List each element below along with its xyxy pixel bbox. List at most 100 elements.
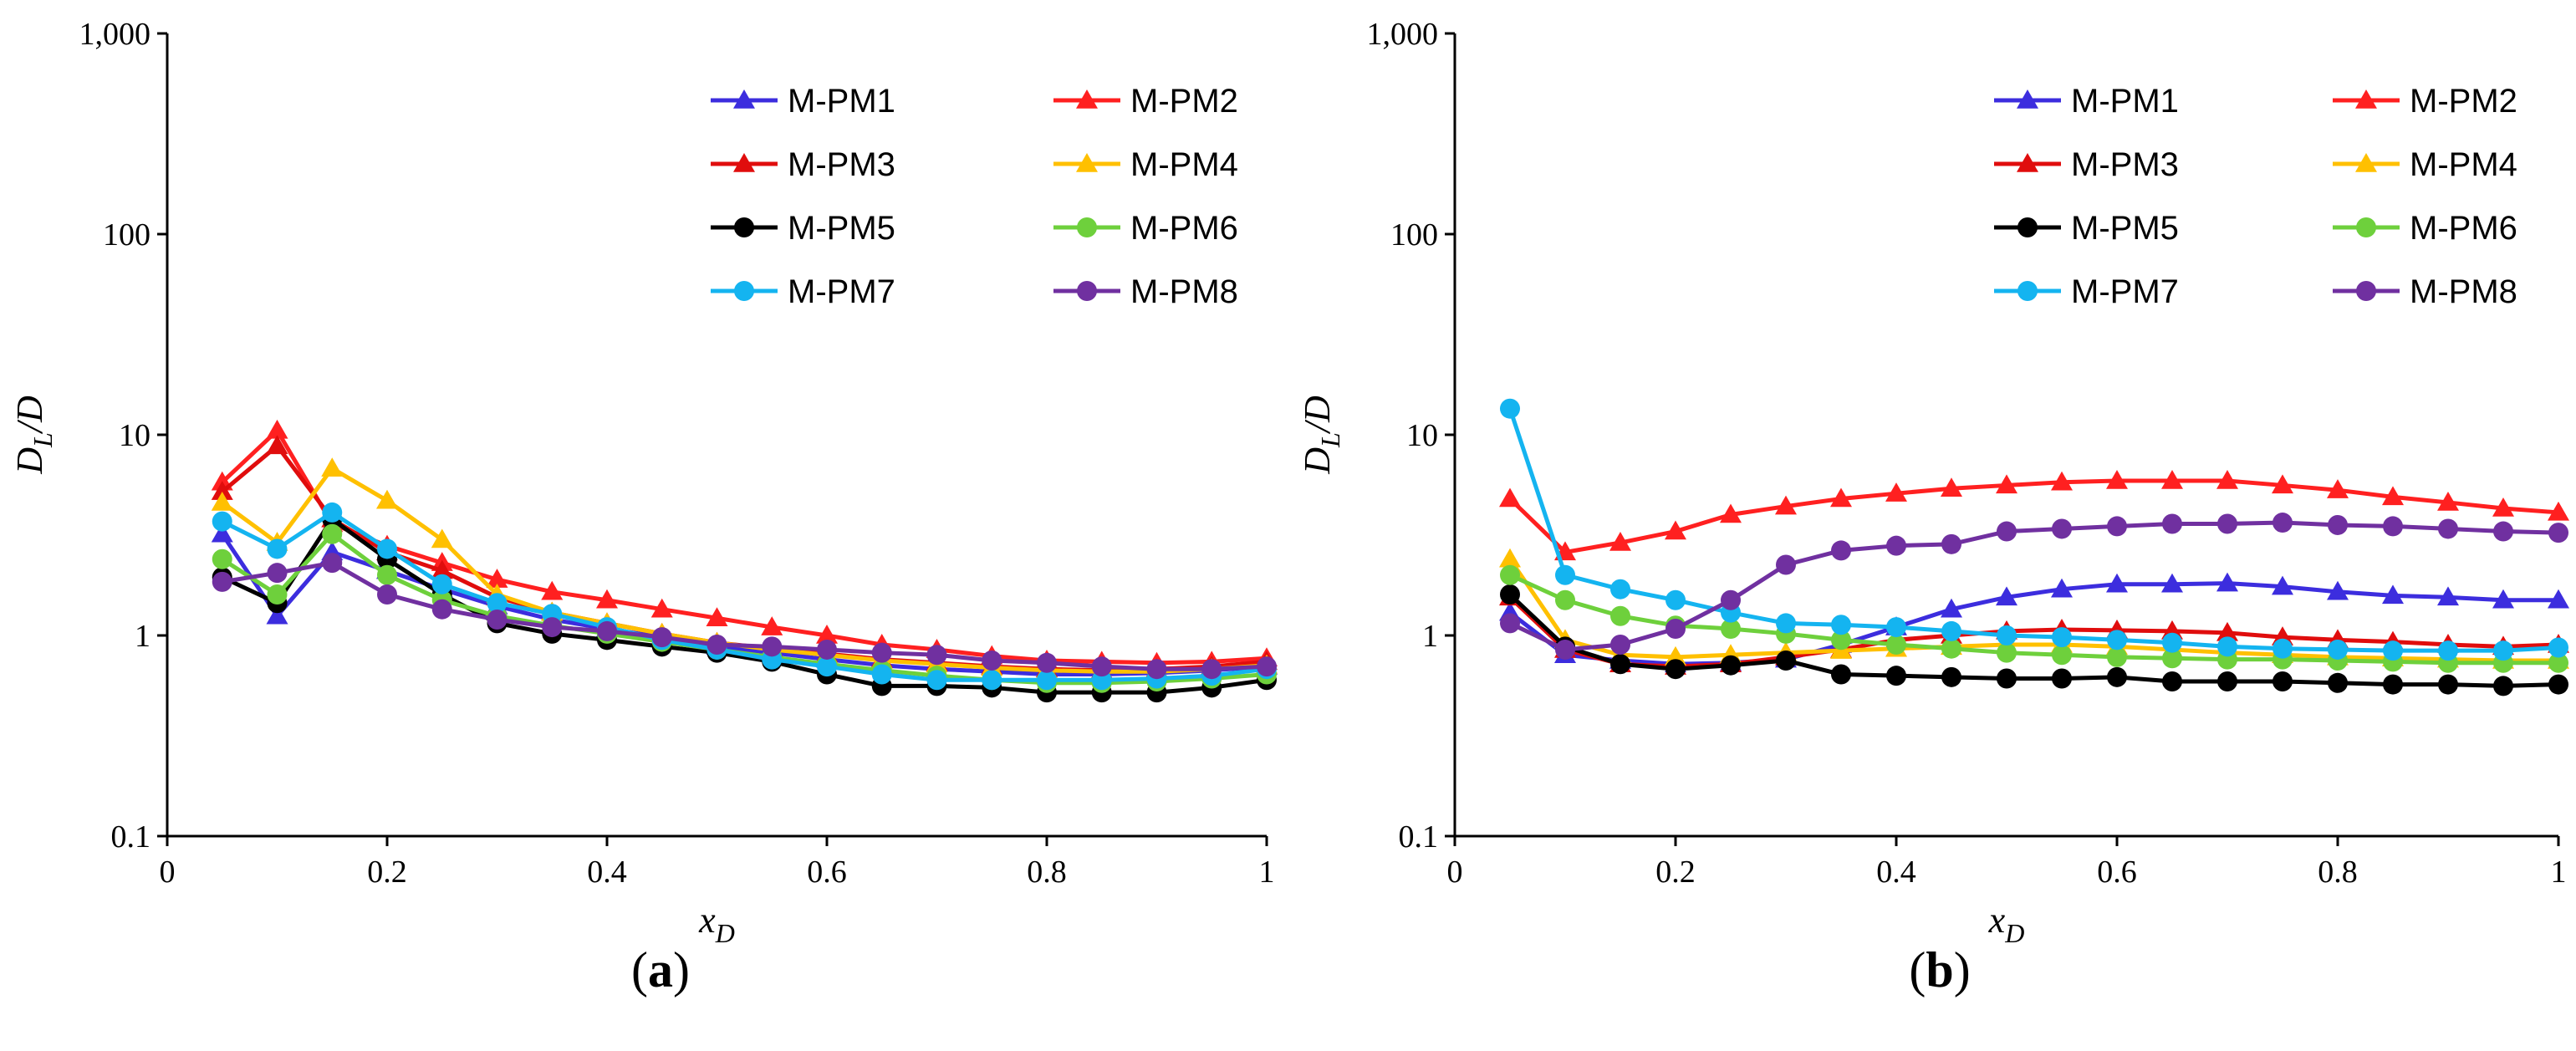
series-M-PM2 [1499,469,2569,561]
data-point [2051,471,2073,491]
data-point [1886,535,1906,556]
data-point [431,574,452,594]
series-M-PM5 [1500,584,2568,696]
x-tick-label: 0.8 [2318,855,2358,890]
data-point [211,491,233,511]
data-point [1996,474,2017,494]
x-tick-label: 1 [1259,855,1275,890]
legend-item: M-PM1 [711,83,895,120]
data-point [2162,648,2182,669]
data-point [2437,586,2459,606]
panel-label: (a) [631,942,690,997]
data-point [1831,630,1851,650]
legend-marker [1076,153,1098,172]
data-point [2328,639,2348,660]
data-point [487,609,508,630]
legend-item: M-PM5 [711,210,895,247]
legend-marker [734,217,754,237]
data-point [1610,579,1630,599]
data-point [982,650,1002,671]
series-M-PM8 [212,553,1277,680]
data-point [1609,532,1631,551]
data-point [1831,615,1851,635]
data-point [817,639,837,660]
legend-item: M-PM4 [2333,146,2517,183]
data-point [2493,640,2513,661]
data-point [871,642,892,663]
data-point [2052,668,2072,689]
data-point [267,584,288,605]
legend-label: M-PM2 [2410,83,2517,120]
data-point [2548,674,2568,695]
legend-label: M-PM6 [1130,210,1238,247]
data-point [266,435,288,455]
data-point [2217,513,2237,534]
legend-label: M-PM3 [788,146,895,183]
data-point [706,634,727,655]
data-point [1555,589,1575,610]
data-point [1721,589,1741,610]
data-point [322,553,343,574]
data-point [2383,640,2403,661]
data-point [1610,634,1630,655]
data-point [1665,520,1686,540]
legend-label: M-PM7 [788,273,895,310]
data-point [1775,495,1797,515]
legend-marker [733,89,755,109]
data-point [1499,548,1521,568]
data-point [1941,598,1962,618]
data-point [541,580,564,600]
legend-marker [2356,217,2376,237]
y-tick-label: 1,000 [79,17,151,52]
data-point [1831,540,1851,561]
data-point [926,670,947,691]
data-point [1610,605,1630,626]
data-point [2548,589,2569,609]
data-point [816,625,838,644]
data-point [1665,659,1686,680]
legend-item: M-PM7 [1994,273,2179,310]
data-point [2492,497,2514,517]
data-point [1941,533,1961,554]
y-axis-title: DL/D [1297,395,1345,475]
data-point [212,511,232,532]
data-point [1665,618,1686,639]
data-point [1665,589,1686,610]
legend-marker [2017,281,2038,301]
data-point [2162,632,2182,653]
data-point [1720,503,1742,523]
data-point [1776,554,1796,575]
legend-marker [2355,153,2377,172]
data-point [1201,659,1222,680]
data-point [1885,482,1907,502]
data-point [2106,573,2128,593]
data-point [212,571,232,592]
data-point [377,564,397,585]
data-point [1257,656,1277,677]
data-point [1721,655,1741,676]
data-point [211,481,233,500]
data-point [2272,474,2293,494]
data-point [2217,636,2237,657]
data-point [1555,639,1575,660]
data-point [1500,584,1520,605]
legend-marker [2017,153,2038,172]
data-point [651,627,672,648]
data-point [322,502,343,523]
data-point [1500,564,1520,585]
data-point [1610,654,1630,675]
x-tick-label: 0 [1447,855,1463,890]
legend: M-PM1 M-PM2 M-PM3 M-PM4 M-PM5 M-PM6 M-PM7 M-PM8 [711,83,1238,310]
legend-label: M-PM2 [1130,83,1238,120]
legend-item: M-PM8 [1053,273,1238,310]
data-point [542,617,563,638]
data-point [267,563,288,584]
legend-item: M-PM2 [2333,83,2517,120]
data-point [321,457,344,477]
data-point [2382,584,2404,605]
data-point [2327,580,2349,600]
data-point [1941,477,1962,497]
legend-item: M-PM4 [1053,146,1238,183]
